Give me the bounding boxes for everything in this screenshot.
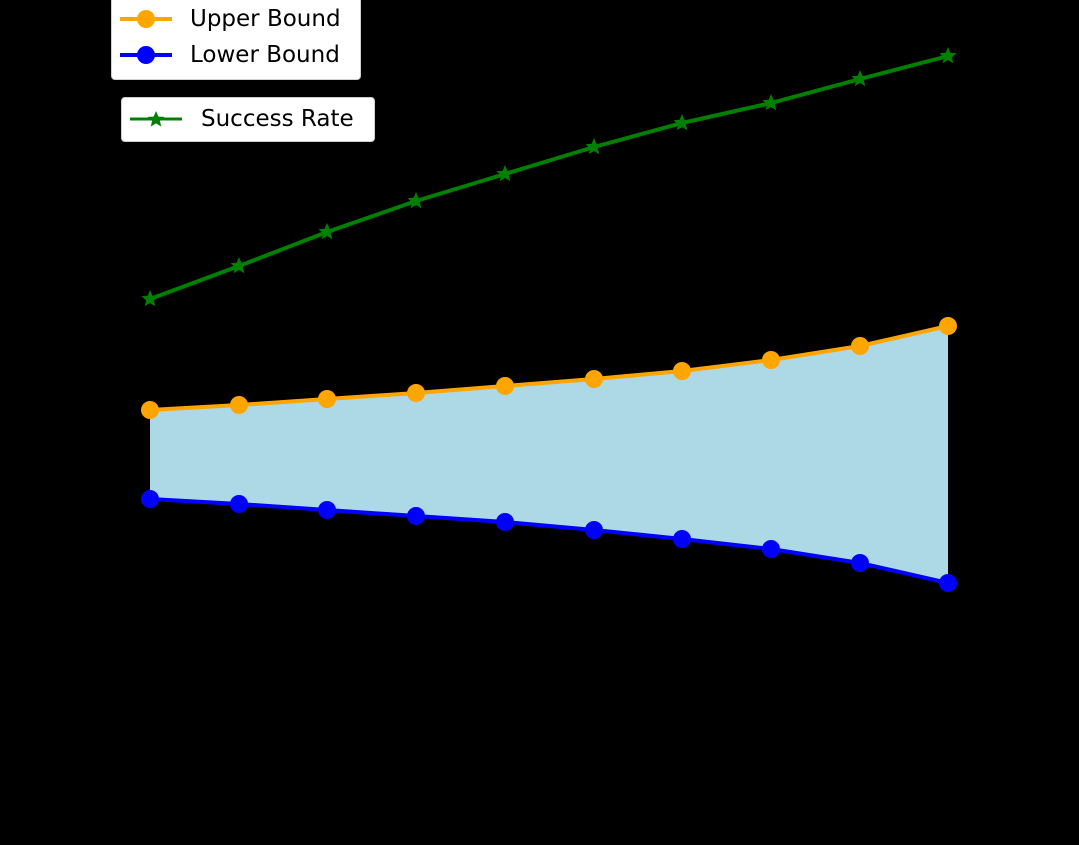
confidence-band-fill xyxy=(150,326,948,583)
data-point-marker xyxy=(496,377,514,395)
star-marker-icon xyxy=(762,94,780,111)
data-point-marker xyxy=(230,396,248,414)
data-point-marker xyxy=(407,384,425,402)
legend-label: Success Rate xyxy=(201,106,354,132)
data-point-marker xyxy=(407,507,425,525)
legend-item-lower-bound: Lower Bound xyxy=(112,40,360,70)
data-point-marker xyxy=(939,574,957,592)
data-point-marker xyxy=(939,317,957,335)
data-point-marker xyxy=(585,370,603,388)
data-point-marker xyxy=(318,501,336,519)
data-point-marker xyxy=(496,513,514,531)
star-marker-icon xyxy=(851,70,869,87)
data-point-marker xyxy=(141,401,159,419)
data-point-marker xyxy=(141,490,159,508)
data-point-marker xyxy=(851,337,869,355)
data-point-marker xyxy=(673,530,691,548)
legend-item-upper-bound: Upper Bound xyxy=(112,4,360,34)
green-star-line-icon xyxy=(130,111,182,127)
star-marker-icon xyxy=(496,165,514,182)
blue-circle-line-icon xyxy=(120,46,172,64)
lower-bound-markers xyxy=(141,490,957,592)
data-point-marker xyxy=(230,495,248,513)
star-marker-icon xyxy=(230,257,248,274)
legend-label: Upper Bound xyxy=(190,6,341,32)
legend-label: Lower Bound xyxy=(190,42,340,68)
star-marker-icon xyxy=(673,114,691,131)
legend-item-success-rate: Success Rate xyxy=(122,104,374,134)
star-marker-icon xyxy=(407,192,425,209)
data-point-marker xyxy=(585,521,603,539)
lower-bound-line xyxy=(149,497,949,585)
upper-bound-line xyxy=(149,324,949,412)
star-marker-icon xyxy=(585,138,603,155)
legend-bounds: Upper Bound Lower Bound xyxy=(111,0,361,80)
upper-bound-markers xyxy=(141,317,957,419)
success-rate-line xyxy=(149,54,949,301)
data-point-marker xyxy=(762,351,780,369)
data-point-marker xyxy=(762,540,780,558)
success-rate-markers xyxy=(141,47,957,307)
star-marker-icon xyxy=(318,223,336,240)
star-marker-icon xyxy=(141,290,159,307)
data-point-marker xyxy=(673,362,691,380)
data-point-marker xyxy=(851,554,869,572)
data-point-marker xyxy=(318,390,336,408)
orange-circle-line-icon xyxy=(120,10,172,28)
star-marker-icon xyxy=(939,47,957,64)
legend-success-rate: Success Rate xyxy=(121,97,375,142)
